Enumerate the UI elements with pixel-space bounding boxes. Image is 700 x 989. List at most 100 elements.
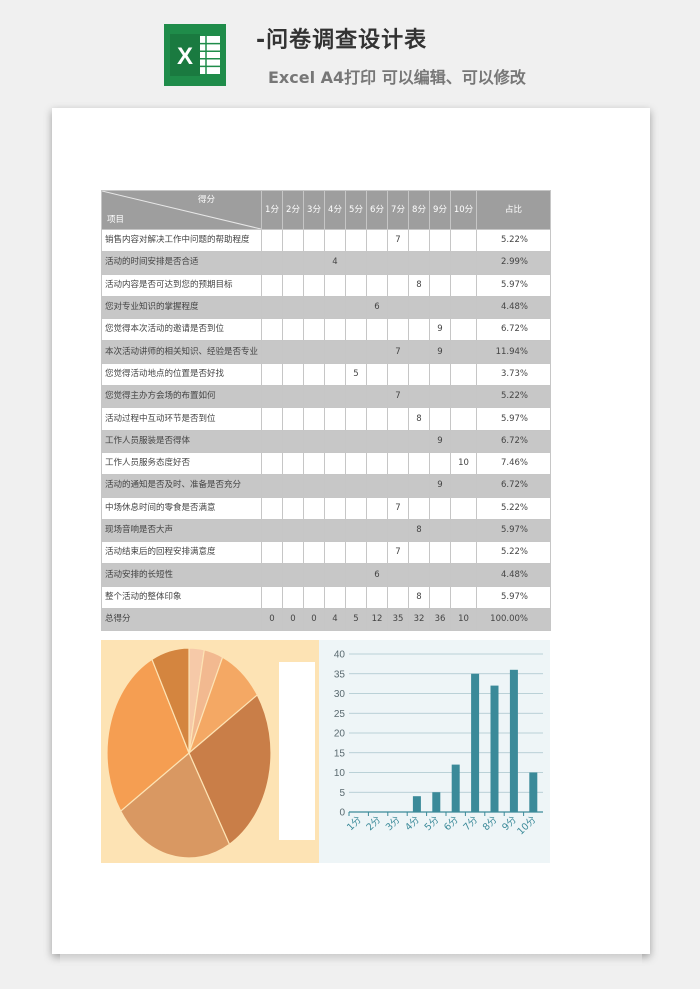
score-cell [303,541,325,565]
row-item-name: 销售内容对解决工作中问题的帮助程度 [101,228,262,253]
score-cell [303,585,325,610]
pie-slice-9 [106,658,190,813]
bar-6 [451,764,460,812]
row-ratio: 5.97% [476,518,551,543]
score-cell [429,385,451,409]
score-cell [345,451,367,476]
score-cell [408,385,430,409]
score-cell [345,541,367,565]
score-cell [387,362,409,387]
score-cell [303,563,325,587]
score-header: 2分 [282,190,304,230]
score-cell [345,228,367,253]
score-cell [450,273,477,297]
score-cell [366,385,388,409]
score-cell [387,251,409,275]
score-cell: 7 [387,228,409,253]
paper-shadow [60,954,642,964]
bar-7 [471,673,480,812]
score-cell: 8 [408,273,430,297]
score-cell [345,518,367,543]
score-cell [282,541,304,565]
bar-y-tick: 40 [334,650,346,661]
score-cell [261,474,283,498]
row-item-name: 中场休息时间的零食是否满意 [101,496,262,520]
score-cell [366,585,388,610]
total-ratio: 100.00% [476,608,551,632]
score-cell [303,362,325,387]
ratio-header: 占比 [476,190,551,230]
score-header: 6分 [366,190,388,230]
table-row: 活动过程中互动环节是否到位 8 5.97% [101,407,551,431]
table-row: 您对专业知识的掌握程度 6 4.48% [101,295,551,320]
pie-slice-10 [151,647,190,754]
bar-x-tick-label: 7分 [461,814,480,833]
bar-y-tick: 20 [334,729,346,740]
score-cell [450,362,477,387]
score-cell [282,496,304,520]
score-cell [450,496,477,520]
score-cell [345,385,367,409]
score-cell [324,585,346,610]
score-cell [303,340,325,364]
score-cell [324,228,346,253]
row-item-name: 现场音响是否大声 [101,518,262,543]
score-cell [261,228,283,253]
score-cell: 5 [345,362,367,387]
row-item-name: 工作人员服务态度好否 [101,451,262,476]
score-cell [261,541,283,565]
score-cell [324,407,346,431]
score-cell [345,474,367,498]
table-row: 销售内容对解决工作中问题的帮助程度 7 5.22% [101,228,551,253]
score-cell [387,273,409,297]
score-cell [387,295,409,320]
score-cell [324,496,346,520]
score-cell: 9 [429,318,451,342]
score-cell [324,273,346,297]
score-header: 1分 [261,190,283,230]
row-item-name: 活动安排的长短性 [101,563,262,587]
row-ratio: 11.94% [476,340,551,364]
table-total-row: 总得分 0 0 0 4 5 12 35 32 36 10 100.00% [101,608,551,632]
score-cell [366,429,388,453]
bar-x-tick-label: 2分 [364,814,383,833]
pie-slice-7 [188,693,272,846]
total-score-cell: 0 [303,608,325,632]
table-row: 整个活动的整体印象 8 5.97% [101,585,551,610]
score-cell [429,563,451,587]
score-cell [366,451,388,476]
score-cell [429,585,451,610]
score-cell [261,385,283,409]
pie-legend-box [279,662,315,840]
score-cell [261,451,283,476]
score-cell [324,451,346,476]
score-cell [387,518,409,543]
score-cell [429,451,451,476]
score-cell [366,541,388,565]
score-cell: 10 [450,451,477,476]
score-cell [345,340,367,364]
score-cell [324,474,346,498]
total-label: 总得分 [101,608,262,632]
score-cell [429,541,451,565]
pie-slice-8 [119,752,231,859]
score-header: 9分 [429,190,451,230]
score-header: 7分 [387,190,409,230]
score-cell [387,563,409,587]
corner-score-label: 得分 [197,195,215,205]
score-cell: 6 [366,295,388,320]
row-ratio: 5.97% [476,273,551,297]
score-cell [324,563,346,587]
bar-y-tick: 30 [334,689,346,700]
score-cell: 8 [408,585,430,610]
score-cell [429,518,451,543]
score-cell [429,251,451,275]
score-cell [345,429,367,453]
row-ratio: 6.72% [476,474,551,498]
score-cell: 7 [387,385,409,409]
score-cell [282,251,304,275]
score-cell [261,273,283,297]
score-cell [450,340,477,364]
row-item-name: 您觉得主办方会场的布置如何 [101,385,262,409]
